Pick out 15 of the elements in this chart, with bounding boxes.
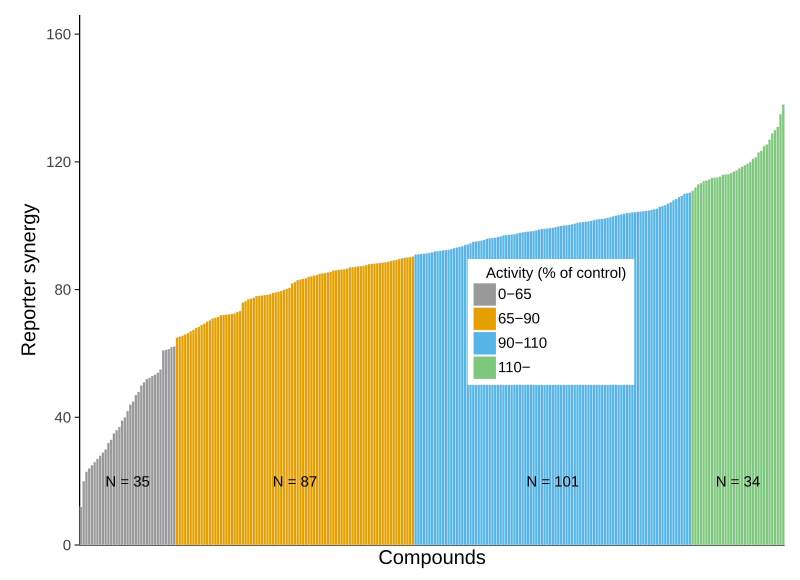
y-tick-label: 0 xyxy=(63,540,71,550)
y-tick-label: 120 xyxy=(47,156,71,168)
legend-label: 110− xyxy=(499,362,530,372)
y-tick-label: 40 xyxy=(54,412,71,423)
legend-label: 0−65 xyxy=(498,288,532,300)
y-axis-title: Reporter synergy xyxy=(21,204,40,355)
x-axis-title: Compounds xyxy=(379,550,486,568)
annotation: N = 34 xyxy=(717,476,760,487)
y-tick-label: 160 xyxy=(47,28,71,40)
legend-title: Activity (% of control) xyxy=(486,266,626,281)
bar xyxy=(782,104,785,545)
legend-label: 90−110 xyxy=(498,337,547,348)
legend-label: 65−90 xyxy=(498,312,540,324)
annotation: N = 35 xyxy=(106,476,150,487)
y-tick-label: 80 xyxy=(55,284,71,295)
